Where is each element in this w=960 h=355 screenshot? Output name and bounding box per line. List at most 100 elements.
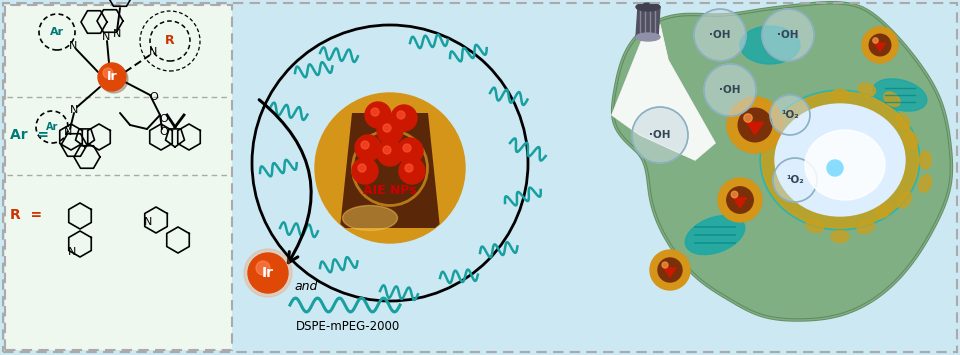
Text: DSPE-mPEG-2000: DSPE-mPEG-2000 [296, 321, 400, 333]
Ellipse shape [874, 79, 926, 111]
Ellipse shape [905, 132, 918, 149]
Polygon shape [612, 25, 715, 160]
Ellipse shape [760, 90, 920, 230]
Circle shape [718, 178, 762, 222]
Text: N: N [69, 41, 77, 51]
Ellipse shape [858, 83, 876, 96]
FancyArrowPatch shape [259, 100, 311, 263]
Polygon shape [875, 43, 885, 51]
Ellipse shape [920, 151, 931, 169]
Ellipse shape [343, 206, 397, 230]
Circle shape [248, 253, 288, 293]
PathPatch shape [340, 113, 440, 228]
Text: N: N [102, 32, 110, 42]
Text: Ar: Ar [46, 122, 59, 132]
Ellipse shape [857, 221, 875, 234]
Text: Ar  =: Ar = [10, 128, 49, 142]
Ellipse shape [740, 26, 800, 64]
Ellipse shape [805, 220, 824, 233]
Circle shape [352, 158, 378, 184]
Circle shape [827, 160, 843, 176]
Circle shape [727, 187, 754, 213]
Circle shape [365, 102, 391, 128]
Circle shape [256, 261, 270, 275]
Text: O: O [159, 114, 168, 124]
Circle shape [371, 108, 379, 116]
Ellipse shape [636, 3, 660, 11]
Text: ·OH: ·OH [719, 85, 741, 95]
Text: N: N [144, 217, 153, 227]
Circle shape [862, 27, 898, 63]
Circle shape [98, 63, 126, 91]
Circle shape [770, 95, 810, 135]
Ellipse shape [762, 92, 918, 228]
Circle shape [403, 144, 411, 152]
Circle shape [727, 97, 783, 153]
Bar [5, 5, 232, 350]
Polygon shape [733, 198, 747, 208]
Text: R  =: R = [10, 208, 42, 222]
Circle shape [732, 191, 738, 198]
Text: N: N [113, 29, 121, 39]
Circle shape [632, 107, 688, 163]
Circle shape [377, 118, 403, 144]
Text: N: N [149, 47, 157, 57]
Circle shape [662, 262, 668, 268]
Ellipse shape [898, 192, 912, 208]
Circle shape [405, 164, 413, 172]
Circle shape [773, 158, 817, 202]
Polygon shape [664, 268, 676, 277]
Circle shape [694, 9, 746, 61]
Circle shape [658, 258, 682, 282]
Ellipse shape [775, 104, 905, 216]
Circle shape [397, 111, 405, 119]
Text: N: N [63, 127, 72, 137]
Text: ·OH: ·OH [709, 30, 731, 40]
Circle shape [244, 249, 292, 297]
Text: AIE NPs: AIE NPs [363, 185, 417, 197]
Ellipse shape [805, 130, 885, 200]
Circle shape [738, 108, 772, 142]
Circle shape [399, 158, 425, 184]
Ellipse shape [896, 113, 910, 129]
Circle shape [397, 138, 423, 164]
Circle shape [377, 140, 403, 166]
Circle shape [650, 250, 690, 290]
Text: N: N [70, 105, 78, 115]
Text: ¹O₂: ¹O₂ [781, 110, 799, 120]
Ellipse shape [919, 175, 931, 192]
Circle shape [762, 9, 814, 61]
Text: ·OH: ·OH [778, 30, 799, 40]
Polygon shape [747, 122, 763, 135]
Polygon shape [612, 3, 951, 320]
Ellipse shape [876, 204, 892, 218]
Circle shape [383, 124, 391, 132]
Text: Ir: Ir [107, 71, 117, 83]
Text: and: and [294, 280, 318, 294]
Circle shape [869, 34, 891, 56]
Circle shape [355, 135, 381, 161]
Text: O: O [150, 92, 158, 102]
Circle shape [391, 105, 417, 131]
Circle shape [873, 38, 878, 43]
Ellipse shape [831, 89, 849, 101]
Text: ·OH: ·OH [649, 130, 671, 140]
Circle shape [315, 93, 465, 243]
Polygon shape [636, 7, 660, 37]
Text: ¹O₂: ¹O₂ [786, 175, 804, 185]
Text: N: N [68, 247, 76, 257]
Ellipse shape [685, 215, 745, 255]
Ellipse shape [884, 92, 900, 106]
Text: Ir: Ir [262, 266, 274, 280]
Ellipse shape [636, 33, 660, 41]
Ellipse shape [831, 230, 849, 242]
Circle shape [358, 164, 366, 172]
Circle shape [704, 64, 756, 116]
Circle shape [744, 114, 753, 122]
Circle shape [100, 65, 128, 93]
Text: O: O [159, 127, 168, 137]
Text: R: R [165, 34, 175, 48]
Text: Ar: Ar [50, 27, 64, 37]
Circle shape [103, 68, 113, 78]
Circle shape [383, 146, 391, 154]
